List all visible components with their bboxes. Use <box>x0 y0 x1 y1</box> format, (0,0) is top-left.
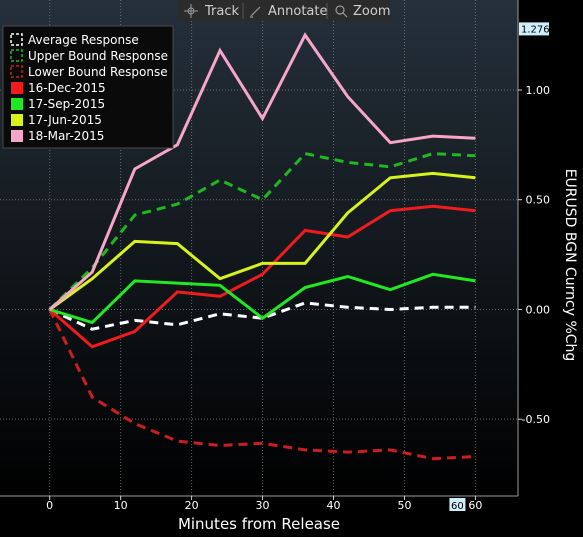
x-last-value-tag: 60 <box>449 498 466 512</box>
series-line <box>49 272 476 325</box>
x-tick-label: 60 <box>468 499 482 512</box>
x-last-value-background <box>449 498 466 511</box>
series-line <box>48 308 476 461</box>
series-line <box>48 204 476 349</box>
legend-swatch <box>11 130 23 142</box>
y-axis-ticks: 1.00 0.50 0.00 -0.50 <box>518 84 550 426</box>
legend-label: Lower Bound Response <box>28 65 168 79</box>
series-lines <box>48 32 476 461</box>
legend-swatch <box>10 65 23 78</box>
y-tick-label: 0.00 <box>526 303 551 316</box>
track-label: Track <box>204 4 239 19</box>
legend-box <box>2 25 174 149</box>
series-line <box>49 301 476 331</box>
legend-swatch <box>11 98 23 110</box>
x-last-value-label: 60 <box>451 501 464 512</box>
annotate-button[interactable]: Annotate <box>250 4 327 19</box>
legend-entries: Average Response Upper Bound Response Lowe… <box>10 33 168 143</box>
pencil-icon <box>250 6 261 18</box>
legend-label: 17-Sep-2015 <box>28 97 105 111</box>
legend-swatch <box>11 82 23 94</box>
crosshair-icon <box>184 4 198 18</box>
y-tick-label: 1.00 <box>526 84 551 97</box>
x-tick-label: 10 <box>114 499 128 512</box>
x-axis-title: Minutes from Release <box>178 515 340 533</box>
x-tick-label: 40 <box>327 499 341 512</box>
magnifier-icon <box>335 5 348 18</box>
annotate-label: Annotate <box>268 4 327 19</box>
series-line <box>48 171 476 311</box>
zoom-label: Zoom <box>353 4 390 19</box>
y-axis-title: EURUSD BGN Curncy %Chg <box>562 169 578 362</box>
toolbar-background <box>178 0 390 21</box>
legend-swatch <box>11 114 23 126</box>
x-axis-ticks: 0 10 20 30 40 50 60 <box>46 496 482 512</box>
y-last-value-label: 1.276 <box>521 24 550 35</box>
legend-label: Upper Bound Response <box>28 49 168 63</box>
track-button[interactable]: Track <box>184 4 239 19</box>
legend-label: Average Response <box>28 33 139 47</box>
series-line <box>48 32 476 311</box>
legend-swatch <box>10 33 23 46</box>
toolbar: Track Annotate Zoom <box>178 0 390 21</box>
y-tick-label: 0.50 <box>526 194 551 207</box>
legend: Average Response Upper Bound Response Lowe… <box>2 25 174 149</box>
x-tick-label: 50 <box>397 499 411 512</box>
legend-label: 17-Jun-2015 <box>28 113 102 127</box>
y-tick-label: -0.50 <box>522 413 550 426</box>
x-tick-label: 0 <box>46 499 53 512</box>
x-tick-label: 30 <box>256 499 270 512</box>
zoom-button[interactable]: Zoom <box>335 4 390 19</box>
x-tick-label: 20 <box>185 499 199 512</box>
legend-label: 16-Dec-2015 <box>28 81 106 95</box>
y-last-value-tag: 1.276 <box>519 22 550 36</box>
legend-label: 18-Mar-2015 <box>28 129 104 143</box>
legend-swatch <box>10 49 23 62</box>
y-last-value-background <box>519 22 549 36</box>
